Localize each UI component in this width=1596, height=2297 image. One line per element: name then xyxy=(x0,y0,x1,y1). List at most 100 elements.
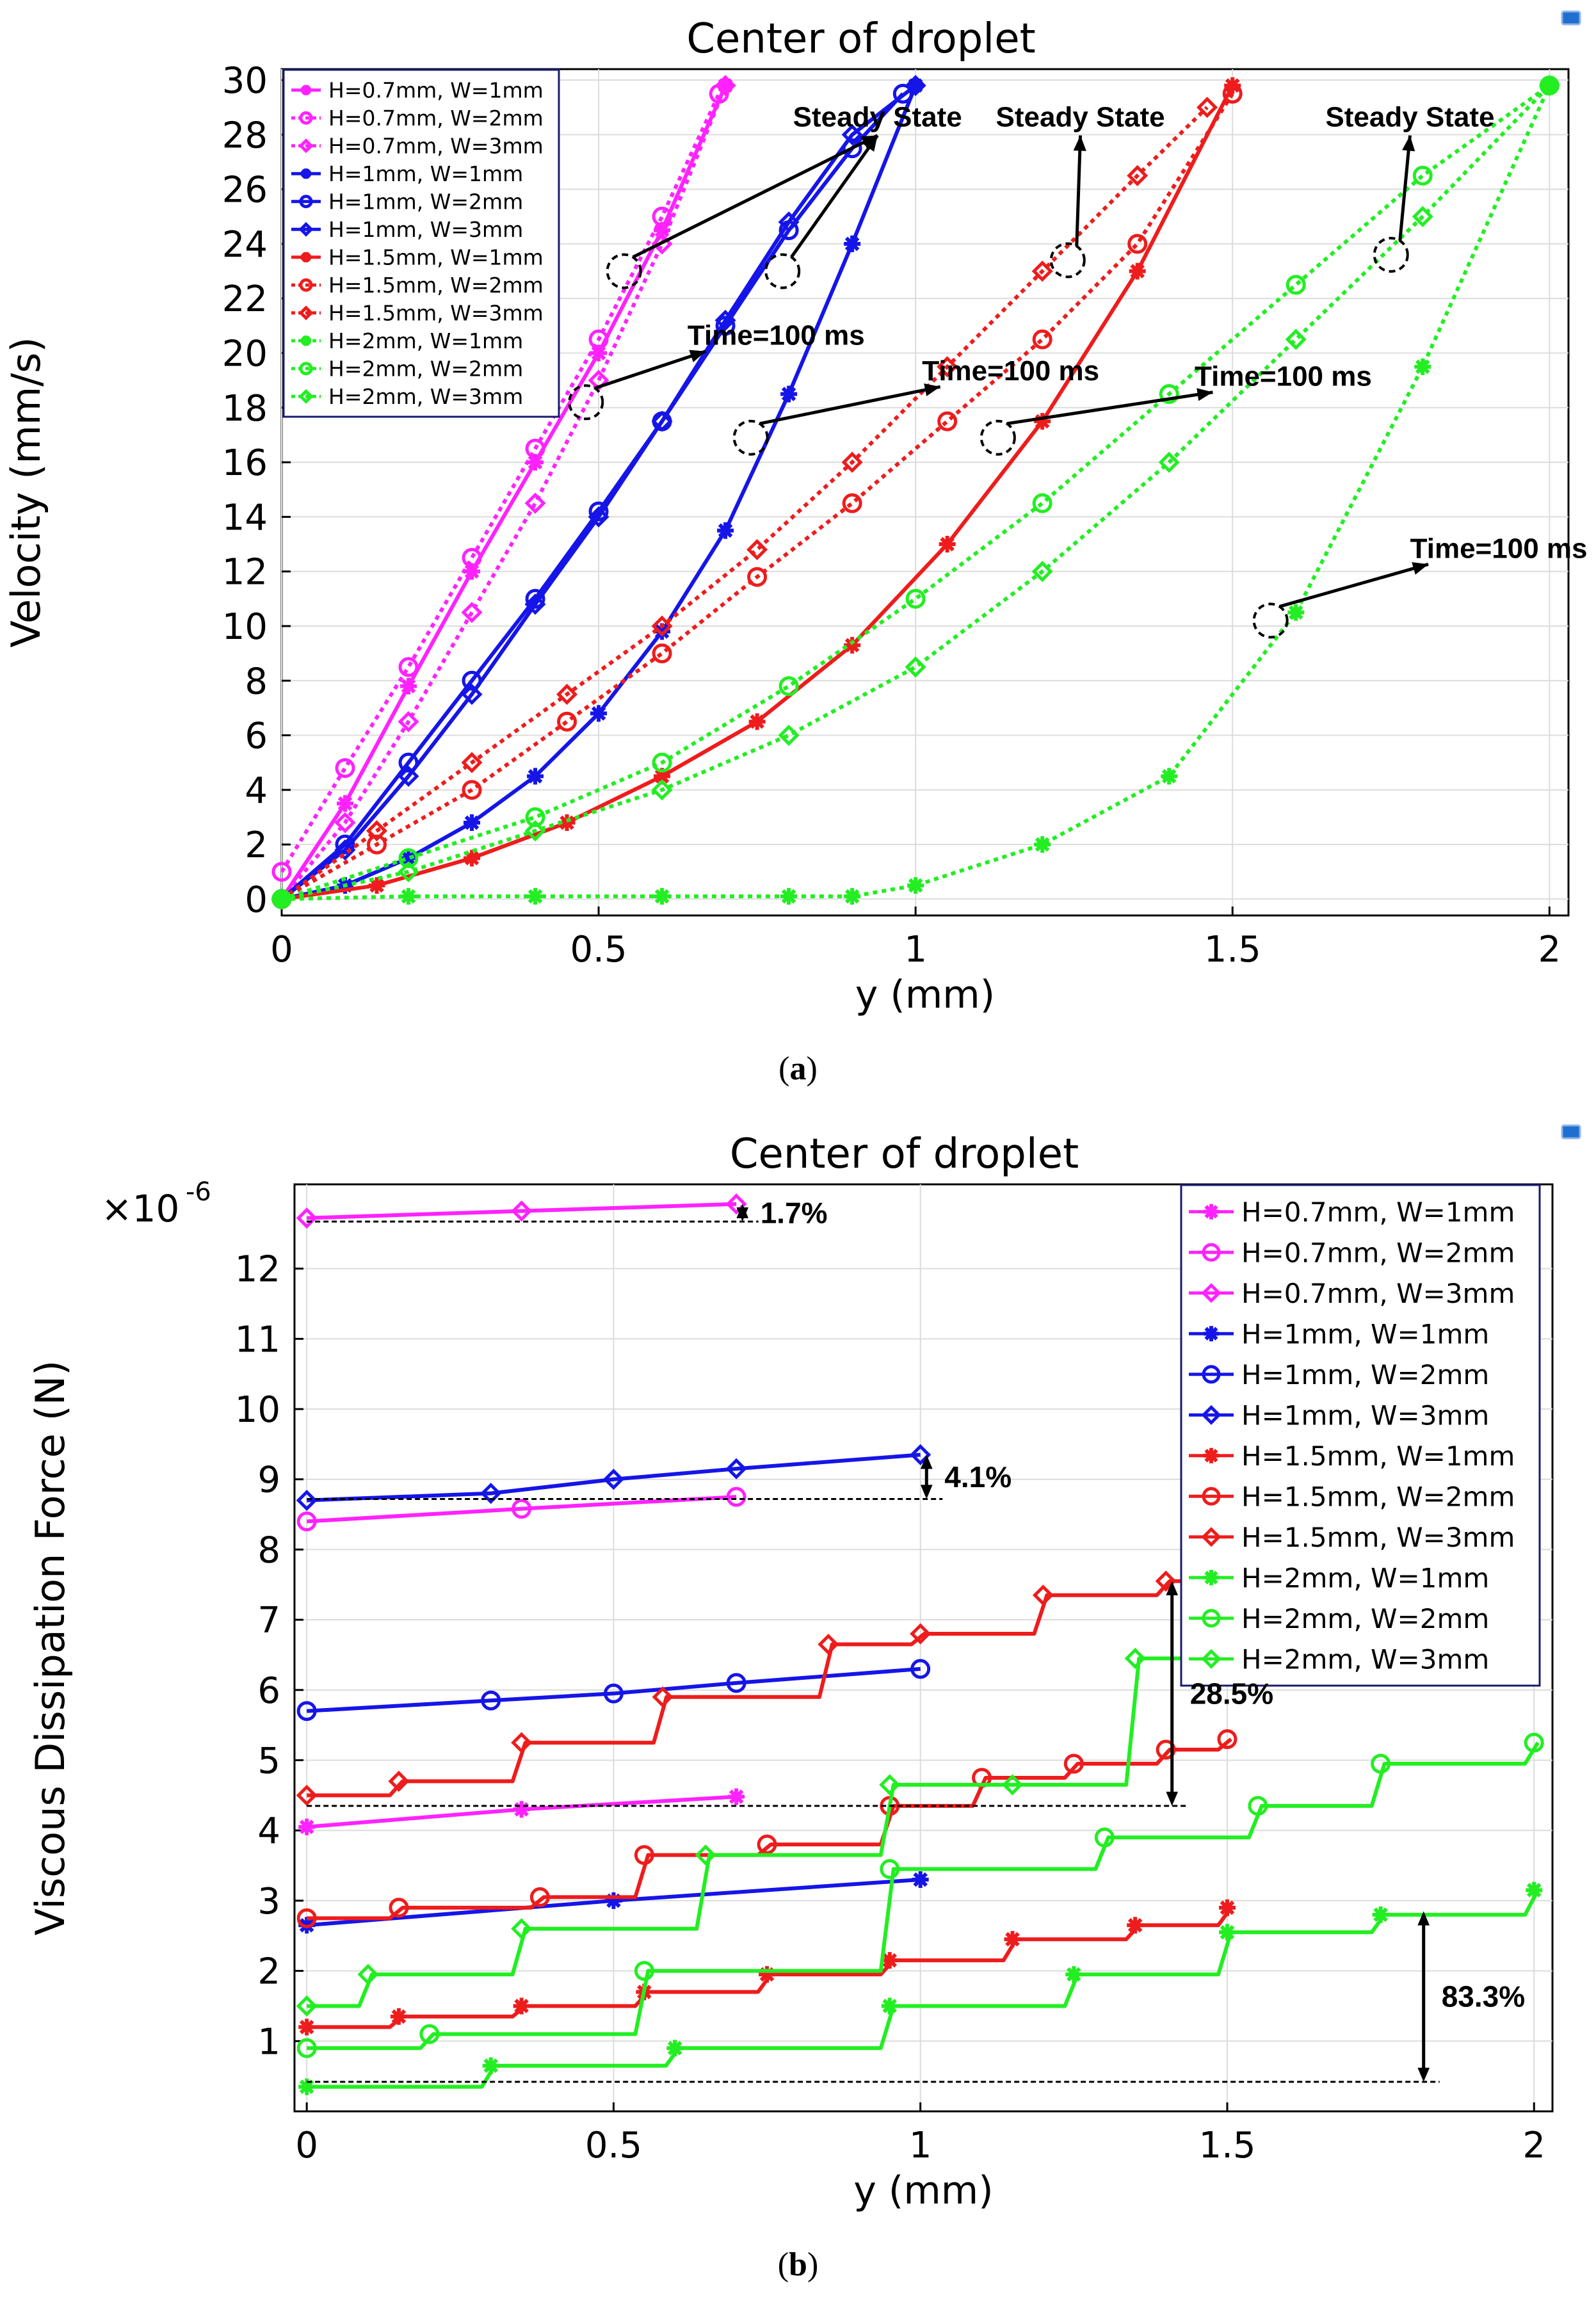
panel-a-data-point xyxy=(524,593,546,615)
panel-a-series-line xyxy=(281,84,1551,901)
panel-b-series-10 xyxy=(296,1732,1544,2058)
panel-a-highlight-circle xyxy=(732,419,769,456)
panel-b-data-point xyxy=(481,1690,501,1711)
panel-a-data-point xyxy=(558,814,576,832)
panel-b-data-point xyxy=(1063,1753,1084,1774)
panel-a-data-point xyxy=(525,807,545,827)
panel-a-annotation: Steady State xyxy=(606,102,962,289)
panel-b-range-arrow-head-bottom xyxy=(1417,2067,1430,2082)
panel-b-data-point xyxy=(1217,1729,1237,1750)
panel-a-arrow-head xyxy=(1402,135,1415,152)
panel-b-data-point xyxy=(634,1961,654,1981)
panel-a-data-point xyxy=(400,850,417,867)
panel-a-ytick-label: 2 xyxy=(245,825,268,866)
panel-b-data-point xyxy=(513,1997,530,2015)
panel-b-data-point xyxy=(1372,1906,1389,1923)
panel-a-data-point xyxy=(654,222,671,239)
panel-a-legend-box xyxy=(282,69,560,418)
panel-a-data-point xyxy=(1031,561,1053,583)
panel-b-ytick-label: 7 xyxy=(257,1600,280,1641)
panel-a-data-point xyxy=(654,768,671,785)
panel-a-legend-label: H=1mm, W=3mm xyxy=(328,217,523,242)
panel-b-data-point xyxy=(511,1200,533,1222)
panel-b-data-point xyxy=(602,1469,624,1490)
panel-b-legend-marker xyxy=(1202,1243,1221,1262)
panel-b-range-arrow-head-top xyxy=(920,1455,933,1469)
panel-a-highlight-circle xyxy=(1049,242,1086,278)
panel-a-series-11 xyxy=(271,75,1560,910)
panel-a-data-point xyxy=(717,77,734,94)
panel-b-legend-box xyxy=(1180,1184,1541,1687)
panel-a-data-point xyxy=(398,861,419,883)
panel-a-data-point xyxy=(463,814,481,832)
panel-a-data-point xyxy=(746,539,768,561)
panel-a-legend-marker xyxy=(299,278,313,292)
panel-a-annotation-label: Time=100 ms xyxy=(1195,361,1372,392)
panel-a-arrow-head xyxy=(924,383,940,396)
panel-b-data-point xyxy=(296,1784,318,1806)
panel-a-data-point xyxy=(524,820,546,842)
panel-b-ytick-label: 10 xyxy=(235,1389,280,1431)
panel-b-xtick-label: 1 xyxy=(909,2125,932,2166)
panel-b-legend-label: H=2mm, W=3mm xyxy=(1241,1643,1489,1675)
panel-a-data-point xyxy=(461,684,483,705)
panel-b-data-point xyxy=(1001,1774,1024,1796)
panel-b-data-point xyxy=(1248,1796,1268,1816)
panel-b-data-point xyxy=(296,2038,317,2058)
panel-b-data-point xyxy=(357,1963,379,1985)
panel-b-legend-label: H=2mm, W=1mm xyxy=(1241,1562,1489,1593)
panel-a-series-line xyxy=(280,84,917,901)
panel-b-data-point xyxy=(1526,1882,1543,1899)
panel-b-data-point xyxy=(634,1845,654,1866)
panel-a-data-point xyxy=(590,344,608,362)
panel-a-data-point xyxy=(525,439,545,459)
panel-a-data-point xyxy=(461,602,483,624)
panel-a-data-point xyxy=(1197,97,1218,118)
panel-b-data-point xyxy=(1004,1931,1021,1948)
panel-a-data-point xyxy=(398,848,419,868)
panel-a-data-point xyxy=(652,206,672,227)
panel-b-caption: (b) xyxy=(777,2246,819,2283)
panel-b-data-point xyxy=(298,1818,316,1835)
panel-a-ytick-label: 24 xyxy=(222,224,268,266)
panel-b-legend-label: H=0.7mm, W=1mm xyxy=(1241,1197,1515,1228)
panel-a-data-point xyxy=(1414,358,1431,375)
panel-a-data-point xyxy=(652,643,672,664)
panel-a-data-point xyxy=(462,780,482,800)
panel-a-series-line xyxy=(281,85,1552,901)
panel-a-data-point xyxy=(778,211,800,233)
panel-a-data-point xyxy=(1127,165,1149,186)
panel-b-legend-marker xyxy=(1204,1570,1219,1586)
panel-a-highlight-circle xyxy=(979,419,1016,456)
panel-a-arrow-line xyxy=(1075,135,1083,246)
panel-a-data-point xyxy=(1032,329,1052,350)
panel-b-annotation: 4.1% xyxy=(307,1455,1012,1500)
panel-a-data-point xyxy=(366,820,388,842)
panel-a-ytick-label: 26 xyxy=(222,170,268,211)
panel-a-data-point xyxy=(841,451,863,473)
panel-b-data-point xyxy=(881,1952,898,1969)
panel-b-series-line xyxy=(306,1666,921,1713)
panel-a-data-point xyxy=(400,888,417,905)
panel-a-data-point xyxy=(1031,261,1053,282)
panel-a-arrow-line xyxy=(1398,135,1412,241)
panel-a-data-point xyxy=(524,492,546,514)
panel-a-ytick-label: 30 xyxy=(222,60,268,102)
panel-b-legend-label: H=2mm, W=2mm xyxy=(1241,1603,1489,1634)
panel-b-data-point xyxy=(910,1623,931,1645)
panel-a-data-point xyxy=(717,522,734,539)
panel-a-data-point xyxy=(652,752,672,773)
panel-a-legend-marker xyxy=(298,389,314,404)
panel-a-data-point xyxy=(335,834,355,855)
panel-a-arrow-head xyxy=(1412,562,1429,575)
panel-a-series-line xyxy=(280,85,727,901)
panel-a-data-point xyxy=(463,563,481,580)
panel-a-legend-label: H=2mm, W=3mm xyxy=(328,384,523,409)
panel-a-data-point xyxy=(905,588,926,609)
panel-a-data-point xyxy=(1222,83,1243,104)
panel-b-range-arrow-head-bottom xyxy=(1166,1791,1179,1806)
panel-b-data-point xyxy=(512,1499,532,1519)
panel-a-ytick-label: 18 xyxy=(222,388,268,430)
panel-a-highlight-circle xyxy=(568,384,604,421)
